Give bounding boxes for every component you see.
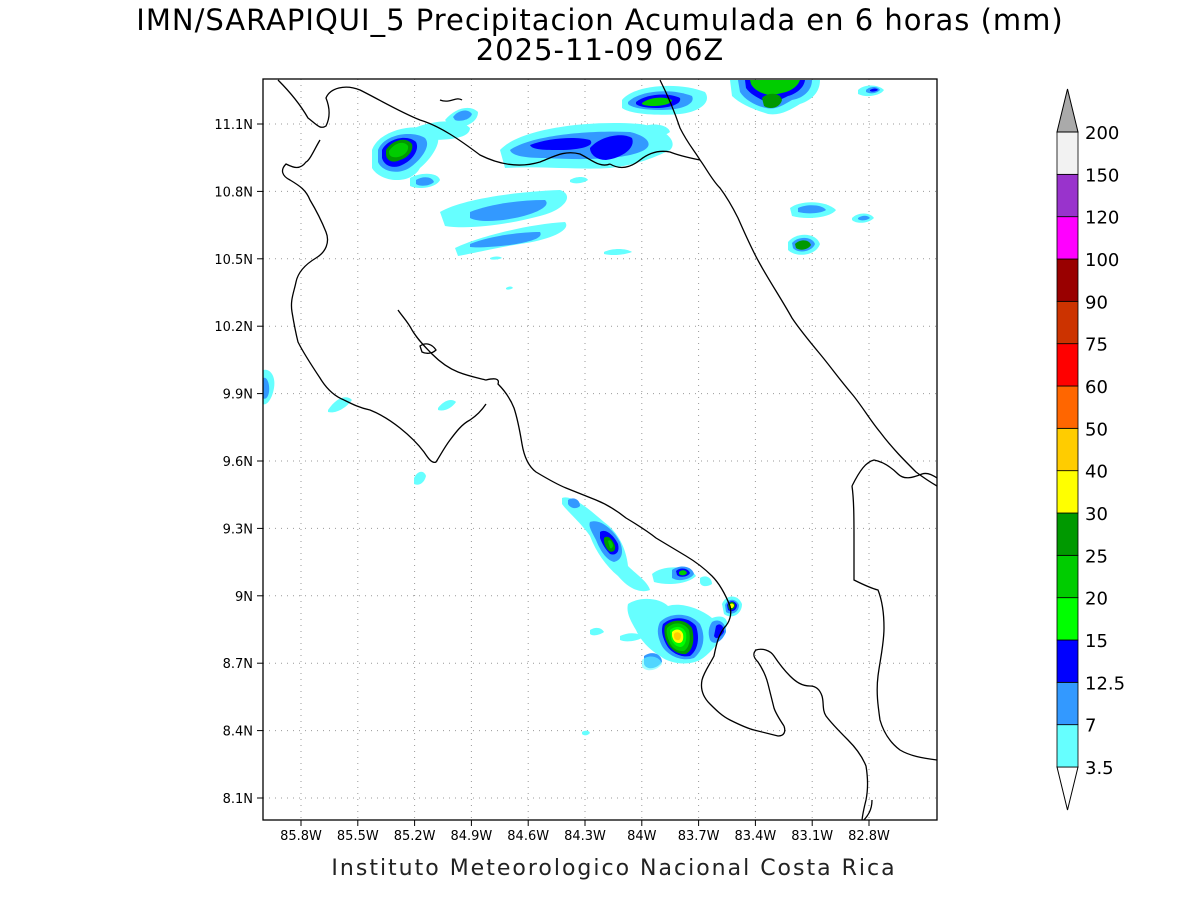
colorbar-label: 15 <box>1085 631 1108 652</box>
map-frame <box>262 78 938 821</box>
precipitation-shading <box>263 80 884 736</box>
lat-tick-label: 9.9N <box>223 388 253 403</box>
colorbar-label: 90 <box>1085 292 1108 313</box>
colorbar-label: 100 <box>1085 250 1119 271</box>
san-juan-river <box>609 150 701 169</box>
lon-tick-label: 85.2W <box>394 829 436 844</box>
coastlines <box>277 79 937 820</box>
osa-peninsula <box>700 605 786 737</box>
map-datetime: 2025-11-09 06Z <box>475 33 725 67</box>
colorbar-swatch <box>1056 258 1079 302</box>
colorbar-label: 7 <box>1085 716 1096 737</box>
latitude-labels: 11.1N 10.8N 10.5N 10.2N 9.9N 9.6N 9.3N 9N 8.7N 8.… <box>214 118 263 807</box>
lon-tick-label: 84.3W <box>564 829 606 844</box>
colorbar-label: 12.5 <box>1085 673 1125 694</box>
colorbar-swatch <box>1056 216 1079 260</box>
lon-tick-label: 84W <box>627 829 657 844</box>
lon-tick-label: 83.4W <box>734 829 776 844</box>
lat-tick-label: 9N <box>235 590 253 605</box>
nicoya-peninsula <box>343 399 487 464</box>
panama-border-south <box>851 485 937 761</box>
lon-tick-label: 83.7W <box>678 829 720 844</box>
lat-tick-label: 10.8N <box>214 185 253 200</box>
gulf-of-nicoya <box>397 309 731 607</box>
colorbar-swatch <box>1056 554 1079 599</box>
panama-south-coast <box>863 799 873 820</box>
colorbar-swatch <box>1056 173 1079 218</box>
colorbar-label: 60 <box>1085 377 1108 398</box>
nw-pacific-coast <box>281 139 345 401</box>
colorbar-swatch <box>1056 681 1079 726</box>
lon-tick-label: 85.5W <box>337 829 379 844</box>
panama-border <box>851 459 937 487</box>
graticule-grid <box>263 79 937 820</box>
lat-tick-label: 9.3N <box>223 522 253 537</box>
colorbar-swatch <box>1056 512 1079 556</box>
colorbar-swatch <box>1056 300 1079 345</box>
nicaragua-lake-shore <box>439 98 463 102</box>
lat-tick-label: 8.1N <box>223 792 253 807</box>
lon-tick-label: 82.8W <box>848 829 890 844</box>
colorbar-label: 120 <box>1085 208 1119 229</box>
colorbar-swatch <box>1056 131 1079 175</box>
colorbar-max-arrow <box>1056 88 1079 133</box>
footer-credit: Instituto Meteorologico Nacional Costa R… <box>331 856 897 881</box>
colorbar-swatch <box>1056 597 1079 641</box>
colorbar-label: 40 <box>1085 462 1108 483</box>
colorbar-swatch <box>1056 427 1079 472</box>
golfo-dulce <box>753 648 869 820</box>
colorbar-label: 150 <box>1085 165 1119 186</box>
map-title: IMN/SARAPIQUI_5 Precipitacion Acumulada … <box>136 3 1064 37</box>
colorbar: 3.5 7 12.5 15 20 25 30 40 50 60 75 90 100 120 150 200 <box>1056 88 1125 811</box>
gulf-island <box>419 343 437 354</box>
lon-tick-label: 85.8W <box>280 829 322 844</box>
colorbar-swatch <box>1056 639 1079 683</box>
colorbar-swatch <box>1056 385 1079 429</box>
colorbar-label: 30 <box>1085 504 1108 525</box>
lat-tick-label: 8.4N <box>223 725 253 740</box>
lat-tick-label: 10.5N <box>214 253 253 268</box>
longitude-labels: 85.8W 85.5W 85.2W 84.9W 84.6W 84.3W 84W 83.7W 83… <box>280 820 890 844</box>
colorbar-label: 25 <box>1085 546 1108 567</box>
colorbar-label: 200 <box>1085 123 1119 144</box>
lat-tick-label: 8.7N <box>223 657 253 672</box>
lon-tick-label: 84.6W <box>507 829 549 844</box>
colorbar-label: 75 <box>1085 335 1108 356</box>
lat-tick-label: 11.1N <box>214 118 253 133</box>
lat-tick-label: 9.6N <box>223 455 253 470</box>
nicaragua-border <box>277 79 611 166</box>
lat-tick-label: 10.2N <box>214 320 253 335</box>
colorbar-swatch <box>1056 470 1079 514</box>
colorbar-swatch <box>1056 724 1079 768</box>
colorbar-label: 50 <box>1085 419 1108 440</box>
colorbar-label: 20 <box>1085 589 1108 610</box>
northeast-coast <box>659 79 937 487</box>
colorbar-swatch <box>1056 343 1079 387</box>
colorbar-label: 3.5 <box>1085 758 1114 779</box>
lon-tick-label: 83.1W <box>791 829 833 844</box>
lon-tick-label: 84.9W <box>450 829 492 844</box>
colorbar-min-arrow <box>1056 766 1079 811</box>
